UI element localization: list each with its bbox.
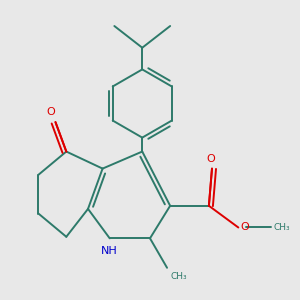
Text: CH₃: CH₃ [273,223,290,232]
Text: O: O [46,107,55,118]
Text: O: O [206,154,215,164]
Text: O: O [240,223,249,232]
Text: CH₃: CH₃ [170,272,187,281]
Text: NH: NH [101,246,118,256]
